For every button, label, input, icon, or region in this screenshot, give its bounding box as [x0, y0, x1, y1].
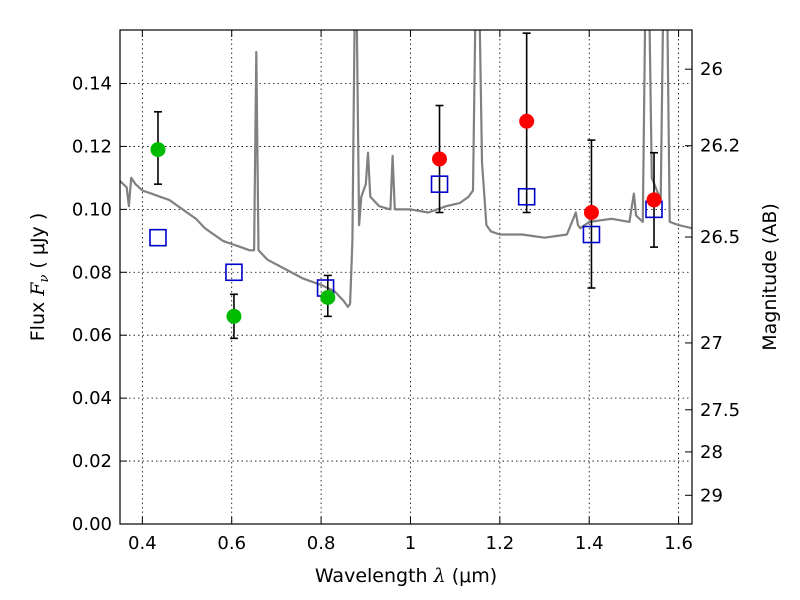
model-spectrum-line: [120, 30, 692, 308]
x-tick-label: 0.8: [307, 533, 336, 554]
y-tick-label: 0.04: [72, 388, 112, 409]
grid: [120, 30, 692, 525]
red-data-point: [646, 192, 662, 208]
y-tick-label: 0.08: [72, 262, 112, 283]
green-data-point: [320, 289, 336, 305]
x-tick-label: 1.4: [575, 533, 604, 554]
x-tick-label: 1.6: [664, 533, 693, 554]
green-data-point: [226, 308, 242, 324]
y2-tick-label: 27: [700, 333, 723, 354]
y2-tick-label: 29: [700, 485, 723, 506]
y-tick-label: 0.14: [72, 73, 112, 94]
y2-tick-label: 26.2: [700, 136, 740, 157]
x-tick-label: 0.6: [217, 533, 246, 554]
y2-axis-label: Magnitude (AB): [759, 203, 781, 351]
y2-tick-label: 26.5: [700, 227, 740, 248]
y2-tick-label: 27.5: [700, 400, 740, 421]
x-axis-label: Wavelength λ (μm): [315, 565, 497, 587]
y-tick-label: 0.06: [72, 325, 112, 346]
y-tick-label: 0.02: [72, 451, 112, 472]
y2-tick-label: 28: [700, 442, 723, 463]
red-data-point: [519, 113, 535, 129]
green-data-point: [150, 142, 166, 158]
model-flux-square: [430, 175, 449, 193]
x-tick-label: 1.2: [486, 533, 515, 554]
y-tick-label: 0.12: [72, 136, 112, 157]
y-axis-label: Flux Fν ( μJy ): [27, 213, 52, 342]
y-tick-label: 0.00: [72, 514, 112, 535]
axis-ticks: 0.4 0.6 0.8 1 1.2 1.4 1.6 0.00 0.02 0.04 0.06 0.08 0…: [72, 30, 740, 554]
y2-tick-label: 26: [700, 59, 723, 80]
red-data-point: [583, 204, 599, 220]
x-tick-label: 1: [405, 533, 416, 554]
x-tick-label: 0.4: [128, 533, 157, 554]
model-flux-square: [149, 228, 167, 247]
model-flux-square: [225, 263, 243, 282]
red-data-point: [432, 151, 448, 167]
model-flux-square: [517, 187, 536, 206]
model-flux-square: [582, 225, 601, 244]
y-tick-label: 0.10: [72, 199, 112, 220]
plot-frame: [119, 29, 693, 525]
data-marks: [149, 32, 663, 340]
